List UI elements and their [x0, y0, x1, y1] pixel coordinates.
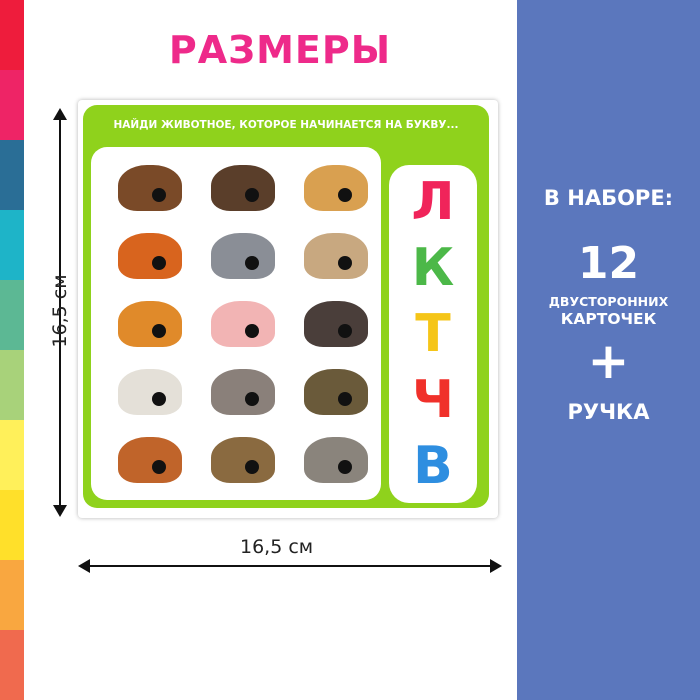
animal-cell[interactable] — [290, 429, 383, 491]
pen-target-dot[interactable] — [338, 188, 353, 202]
arrow-right-icon — [490, 559, 502, 573]
arrow-up-icon — [53, 108, 67, 120]
color-stripe — [0, 210, 24, 280]
arrow-left-icon — [78, 559, 90, 573]
color-stripes — [0, 0, 24, 700]
tiger-icon — [117, 301, 182, 347]
rat-icon — [210, 369, 275, 415]
animal-cell[interactable] — [103, 429, 196, 491]
pen-target-dot[interactable] — [338, 256, 353, 270]
pen-target-dot[interactable] — [244, 392, 259, 406]
width-dimension-line — [85, 565, 495, 567]
plus-sign: + — [587, 332, 630, 390]
color-stripe — [0, 70, 24, 140]
horse-icon — [117, 165, 182, 211]
duck-icon — [210, 437, 275, 483]
letter[interactable]: В — [413, 436, 453, 496]
hen-icon — [117, 437, 182, 483]
animal-cell[interactable] — [196, 225, 289, 287]
animal-cell[interactable] — [103, 293, 196, 355]
fox-icon — [117, 233, 182, 279]
letter[interactable]: Л — [411, 172, 455, 232]
animal-cell[interactable] — [290, 361, 383, 423]
letter[interactable]: Ч — [411, 370, 455, 430]
animal-cell[interactable] — [103, 157, 196, 219]
card-count: 12 — [577, 238, 640, 289]
pen-target-dot[interactable] — [338, 392, 353, 406]
letter[interactable]: К — [411, 238, 455, 298]
animal-cell[interactable] — [103, 225, 196, 287]
color-stripe — [0, 560, 24, 630]
height-label: 16,5 см — [49, 274, 71, 348]
turtle-icon — [304, 369, 369, 415]
color-stripe — [0, 280, 24, 350]
animal-cell[interactable] — [103, 361, 196, 423]
animal-cell[interactable] — [196, 293, 289, 355]
color-stripe — [0, 140, 24, 210]
pen-target-dot[interactable] — [151, 460, 166, 474]
goat-icon — [117, 369, 182, 415]
pen-target-dot[interactable] — [151, 392, 166, 406]
color-stripe — [0, 490, 24, 560]
info-panel: В НАБОРЕ: 12 ДВУСТОРОННИХ КАРТОЧЕК + РУЧ… — [517, 0, 700, 700]
pen-target-dot[interactable] — [338, 324, 353, 338]
height-dimension-line — [59, 115, 61, 510]
pen-target-dot[interactable] — [151, 256, 166, 270]
wolf-icon — [304, 437, 369, 483]
color-stripe — [0, 630, 24, 700]
card-header: НАЙДИ ЖИВОТНОЕ, КОТОРОЕ НАЧИНАЕТСЯ НА БУ… — [113, 119, 459, 131]
pen-target-dot[interactable] — [151, 188, 166, 202]
game-card: НАЙДИ ЖИВОТНОЕ, КОТОРОЕ НАЧИНАЕТСЯ НА БУ… — [78, 100, 498, 518]
pen-target-dot[interactable] — [244, 324, 259, 338]
set-heading: В НАБОРЕ: — [543, 186, 674, 210]
rabbit-icon — [304, 233, 369, 279]
pen-target-dot[interactable] — [244, 188, 259, 202]
pen-target-dot[interactable] — [244, 256, 259, 270]
pig-icon — [210, 301, 275, 347]
letter[interactable]: Т — [415, 304, 451, 364]
card-desc-line2: КАРТОЧЕК — [560, 310, 657, 328]
animal-cell[interactable] — [196, 157, 289, 219]
page-title: РАЗМЕРЫ — [168, 28, 392, 72]
color-stripe — [0, 0, 24, 70]
pen-target-dot[interactable] — [244, 460, 259, 474]
width-label: 16,5 см — [240, 536, 314, 558]
animals-grid — [103, 157, 383, 491]
color-stripe — [0, 420, 24, 490]
color-stripe — [0, 350, 24, 420]
dog-icon — [304, 165, 369, 211]
card-desc-line1: ДВУСТОРОННИХ — [548, 294, 669, 309]
animal-cell[interactable] — [290, 157, 383, 219]
pen-target-dot[interactable] — [151, 324, 166, 338]
bear-icon — [210, 165, 275, 211]
cat-icon — [210, 233, 275, 279]
pen-target-dot[interactable] — [338, 460, 353, 474]
animal-cell[interactable] — [196, 429, 289, 491]
animal-cell[interactable] — [290, 225, 383, 287]
turkey-icon — [304, 301, 369, 347]
animal-cell[interactable] — [196, 361, 289, 423]
card-frame: НАЙДИ ЖИВОТНОЕ, КОТОРОЕ НАЧИНАЕТСЯ НА БУ… — [83, 105, 489, 508]
arrow-down-icon — [53, 505, 67, 517]
extra-item: РУЧКА — [567, 400, 650, 424]
animal-cell[interactable] — [290, 293, 383, 355]
